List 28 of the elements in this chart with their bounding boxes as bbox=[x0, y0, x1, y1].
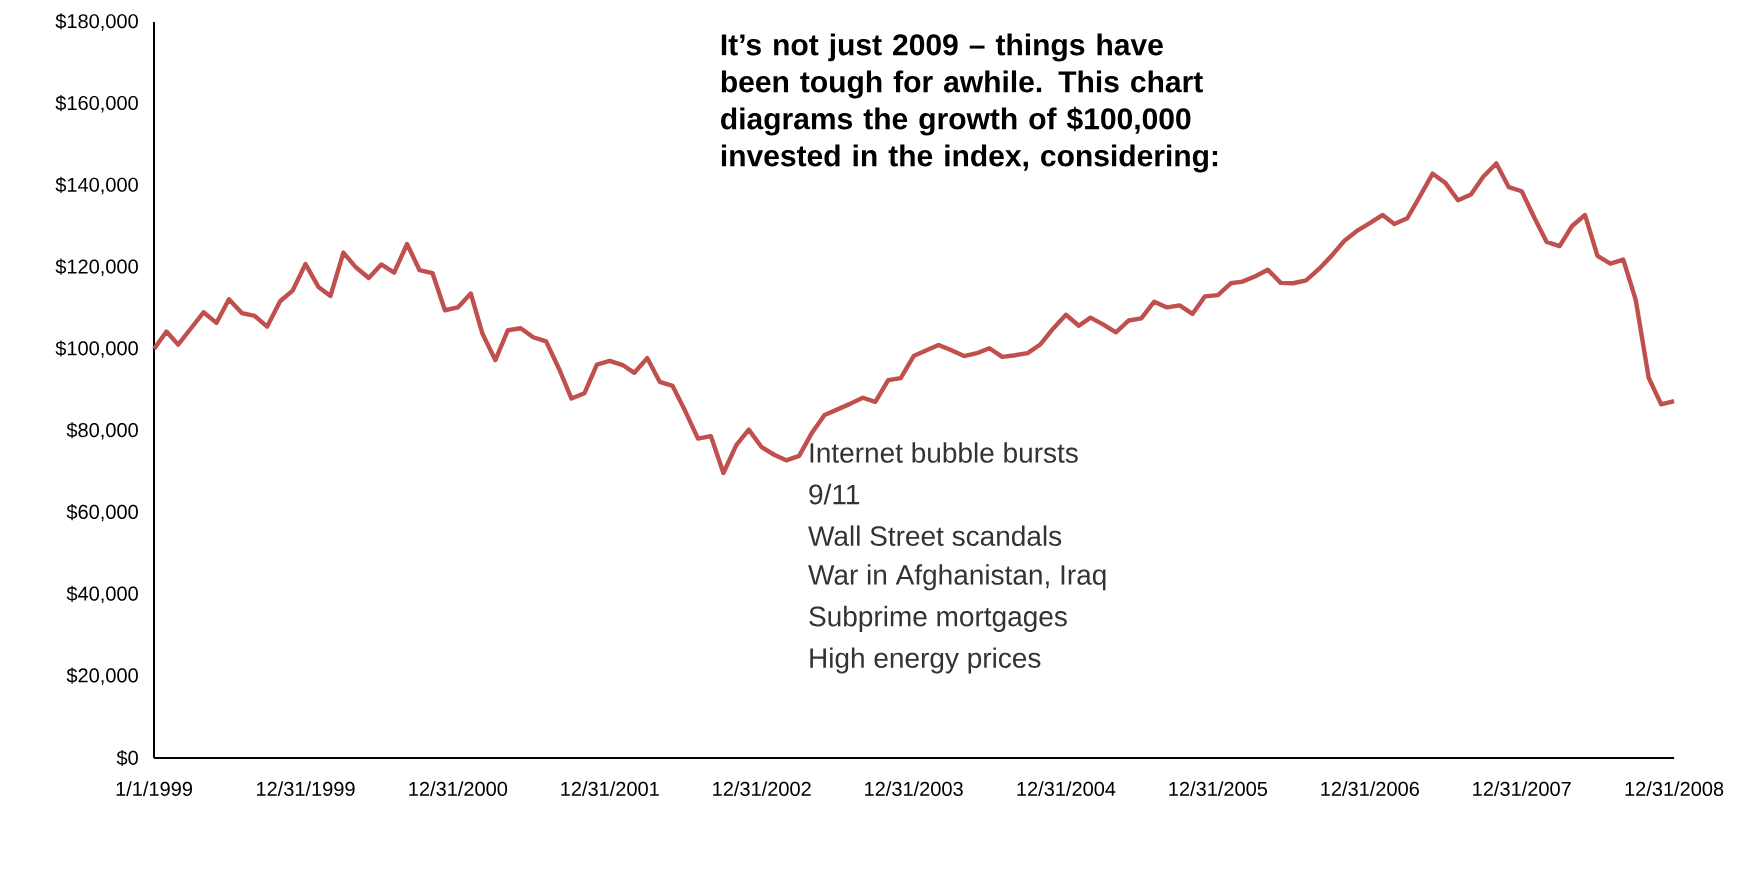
x-tick-label: 12/31/2003 bbox=[865, 781, 963, 796]
x-tick-label: 12/31/2002 bbox=[713, 781, 811, 796]
y-tick-label: $40,000 bbox=[66, 585, 138, 604]
annotation: Subprime mortgages bbox=[809, 605, 1067, 632]
x-tick-label: 12/31/2004 bbox=[1017, 781, 1116, 796]
y-tick-label: $160,000 bbox=[55, 95, 138, 113]
y-tick-label: $100,000 bbox=[55, 340, 138, 358]
annotation: War in Afghanistan, Iraq bbox=[808, 564, 1106, 591]
x-tick-label: 12/31/2005 bbox=[1169, 781, 1268, 796]
annotation: 9/11 bbox=[809, 483, 860, 505]
y-tick-label: $0 bbox=[116, 749, 138, 767]
x-tick-label: 12/31/2001 bbox=[561, 781, 659, 796]
y-tick-label: $140,000 bbox=[55, 176, 138, 195]
annotation: High energy prices bbox=[810, 647, 1041, 674]
x-tick-label: 12/31/2000 bbox=[409, 781, 508, 796]
annotation: Wall Street scandals bbox=[808, 525, 1062, 547]
annotation: Internet bubble bursts bbox=[810, 442, 1078, 463]
text: It’s not just 2009 – things have been tough for awhile. This chart diagrams the growth of $100,000 invested in the index, considering: bbox=[721, 33, 1218, 173]
x-tick-label: 12/31/2007 bbox=[1473, 781, 1571, 796]
x-tick-label: 12/31/1999 bbox=[256, 781, 355, 796]
y-tick-label: $120,000 bbox=[55, 258, 138, 276]
x-tick-label: 12/31/2008 bbox=[1625, 781, 1724, 796]
y-tick-label: $60,000 bbox=[66, 503, 138, 522]
y-tick-label: $180,000 bbox=[55, 13, 138, 31]
x-tick-label: 1/1/1999 bbox=[116, 781, 192, 796]
y-tick-label: $80,000 bbox=[66, 422, 138, 440]
y-tick-label: $20,000 bbox=[66, 667, 138, 685]
x-tick-label: 12/31/2006 bbox=[1321, 781, 1419, 796]
